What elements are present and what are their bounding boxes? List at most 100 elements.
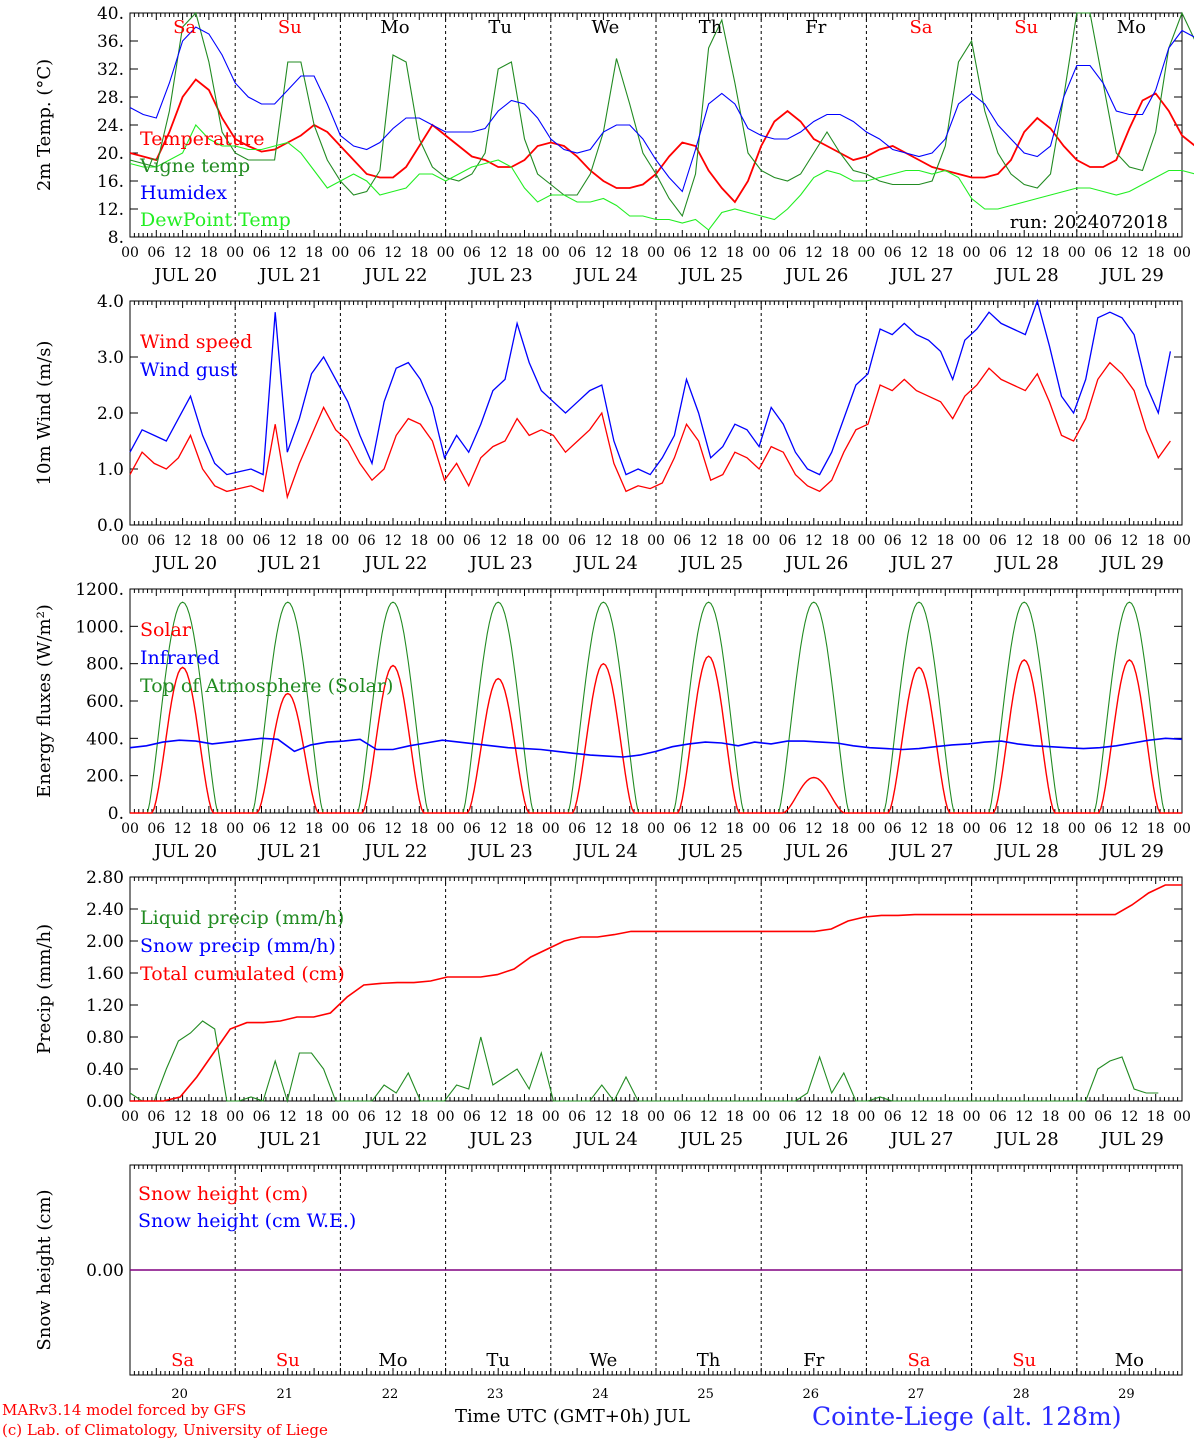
hour-tick-label: 06 bbox=[673, 821, 691, 837]
panel-5: 0.00 Snow height (cm) Snow height (cm) Snow… bbox=[34, 1164, 1183, 1402]
hour-tick-label: 12 bbox=[1120, 821, 1138, 837]
hour-tick-label: 12 bbox=[700, 1109, 718, 1125]
hour-tick-label: 00 bbox=[542, 533, 560, 549]
hour-tick-label: 00 bbox=[1173, 821, 1191, 837]
panel-2: 4.0 3.0 2.0 1.0 0.0 10m Wind (m/s) 00 06 12 18 JUL… bbox=[34, 292, 1191, 574]
hour-tick-label: 12 bbox=[805, 245, 823, 261]
day-number-label: 24 bbox=[592, 1387, 609, 1402]
hour-tick-label: 12 bbox=[174, 1109, 192, 1125]
hour-tick-label: 18 bbox=[1147, 245, 1165, 261]
legend-entry: Wind speed bbox=[140, 331, 252, 353]
hour-tick-label: 00 bbox=[226, 245, 244, 261]
hour-tick-label: 12 bbox=[489, 1109, 507, 1125]
hour-tick-label: 18 bbox=[1147, 1109, 1165, 1125]
date-label: JUL 25 bbox=[678, 1129, 743, 1150]
date-label: JUL 26 bbox=[783, 553, 848, 574]
date-label: JUL 26 bbox=[783, 1129, 848, 1150]
hour-tick-label: 00 bbox=[331, 533, 349, 549]
hour-tick-label: 18 bbox=[516, 1109, 534, 1125]
hour-tick-label: 18 bbox=[200, 1109, 218, 1125]
day-number-label: 22 bbox=[382, 1387, 399, 1402]
hour-tick-label: 18 bbox=[305, 245, 323, 261]
date-label: JUL 29 bbox=[1099, 841, 1164, 862]
hour-tick-label: 00 bbox=[1173, 1109, 1191, 1125]
y-tick-label: 36. bbox=[97, 32, 124, 52]
hour-tick-label: 00 bbox=[331, 245, 349, 261]
date-label: JUL 27 bbox=[889, 841, 954, 862]
hour-tick-label: 12 bbox=[1015, 533, 1033, 549]
hour-tick-label: 12 bbox=[174, 821, 192, 837]
date-label: JUL 21 bbox=[257, 1129, 322, 1150]
hour-tick-label: 06 bbox=[884, 1109, 902, 1125]
hour-tick-label: 00 bbox=[437, 1109, 455, 1125]
hour-tick-label: 00 bbox=[647, 821, 665, 837]
hour-tick-label: 00 bbox=[542, 1109, 560, 1125]
y-tick-label: 0.80 bbox=[86, 1028, 124, 1048]
hour-tick-label: 06 bbox=[989, 245, 1007, 261]
hour-tick-label: 06 bbox=[989, 821, 1007, 837]
weekday-label: Mo bbox=[1117, 17, 1146, 38]
hour-tick-label: 06 bbox=[1094, 1109, 1112, 1125]
y-tick-label: 0.40 bbox=[86, 1060, 124, 1080]
date-label: JUL 27 bbox=[889, 265, 954, 286]
date-label: JUL 20 bbox=[152, 841, 217, 862]
hour-tick-label: 06 bbox=[147, 1109, 165, 1125]
hour-tick-label: 18 bbox=[936, 821, 954, 837]
date-label: JUL 28 bbox=[994, 841, 1059, 862]
hour-tick-label: 12 bbox=[805, 821, 823, 837]
y-tick-label: 2.80 bbox=[86, 868, 124, 888]
hour-tick-label: 06 bbox=[884, 821, 902, 837]
hour-tick-label: 00 bbox=[963, 533, 981, 549]
weekday-label: Mo bbox=[380, 17, 409, 38]
y-tick-label: 1000. bbox=[75, 617, 124, 637]
legend-entry: DewPoint Temp bbox=[140, 209, 291, 231]
weekday-label: Sa bbox=[907, 1350, 930, 1371]
hour-tick-label: 00 bbox=[121, 245, 139, 261]
date-label: JUL 29 bbox=[1099, 265, 1164, 286]
hour-tick-label: 18 bbox=[726, 1109, 744, 1125]
date-label: JUL 22 bbox=[363, 1129, 428, 1150]
y-tick-label: 20. bbox=[97, 144, 124, 164]
hour-tick-label: 00 bbox=[121, 533, 139, 549]
y-tick-label: 400. bbox=[86, 729, 124, 749]
date-label: JUL 27 bbox=[889, 553, 954, 574]
date-label: JUL 23 bbox=[468, 841, 533, 862]
hour-tick-label: 00 bbox=[752, 245, 770, 261]
hour-tick-label: 18 bbox=[936, 245, 954, 261]
panel-1: 40. 36. 32. 28. 24. 20. 16. 12. 8. 2m Temp. (°C) 0… bbox=[34, 4, 1194, 286]
date-label: JUL 21 bbox=[257, 265, 322, 286]
date-label: JUL 24 bbox=[573, 553, 638, 574]
hour-tick-label: 18 bbox=[305, 1109, 323, 1125]
hour-tick-label: 18 bbox=[200, 821, 218, 837]
y-tick-label: 8. bbox=[108, 228, 124, 248]
hour-tick-label: 00 bbox=[226, 533, 244, 549]
weekday-label: Sa bbox=[171, 1350, 194, 1371]
weekday-label: Tu bbox=[486, 1350, 510, 1371]
hour-tick-label: 06 bbox=[568, 533, 586, 549]
y-tick-label: 1.60 bbox=[86, 964, 124, 984]
legend-entry: Liquid precip (mm/h) bbox=[140, 907, 344, 929]
hour-tick-label: 12 bbox=[1120, 1109, 1138, 1125]
legend-entry: Snow precip (mm/h) bbox=[140, 935, 336, 957]
hour-tick-label: 18 bbox=[621, 533, 639, 549]
hour-tick-label: 18 bbox=[200, 245, 218, 261]
date-label: JUL 24 bbox=[573, 1129, 638, 1150]
hour-tick-label: 12 bbox=[594, 533, 612, 549]
date-label: JUL 22 bbox=[363, 265, 428, 286]
hour-tick-label: 06 bbox=[989, 533, 1007, 549]
hour-tick-label: 06 bbox=[358, 821, 376, 837]
day-number-label: 20 bbox=[171, 1387, 188, 1402]
hour-tick-label: 18 bbox=[305, 533, 323, 549]
hour-tick-label: 06 bbox=[1094, 821, 1112, 837]
date-label: JUL 27 bbox=[889, 1129, 954, 1150]
date-label: JUL 29 bbox=[1099, 553, 1164, 574]
hour-tick-label: 12 bbox=[805, 533, 823, 549]
hour-tick-label: 12 bbox=[700, 533, 718, 549]
hour-tick-label: 12 bbox=[1015, 821, 1033, 837]
hour-tick-label: 12 bbox=[279, 533, 297, 549]
y-tick-label: 32. bbox=[97, 60, 124, 80]
hour-tick-label: 18 bbox=[831, 533, 849, 549]
legend-entry: Humidex bbox=[140, 182, 227, 204]
hour-tick-label: 00 bbox=[1173, 245, 1191, 261]
hour-tick-label: 12 bbox=[910, 533, 928, 549]
